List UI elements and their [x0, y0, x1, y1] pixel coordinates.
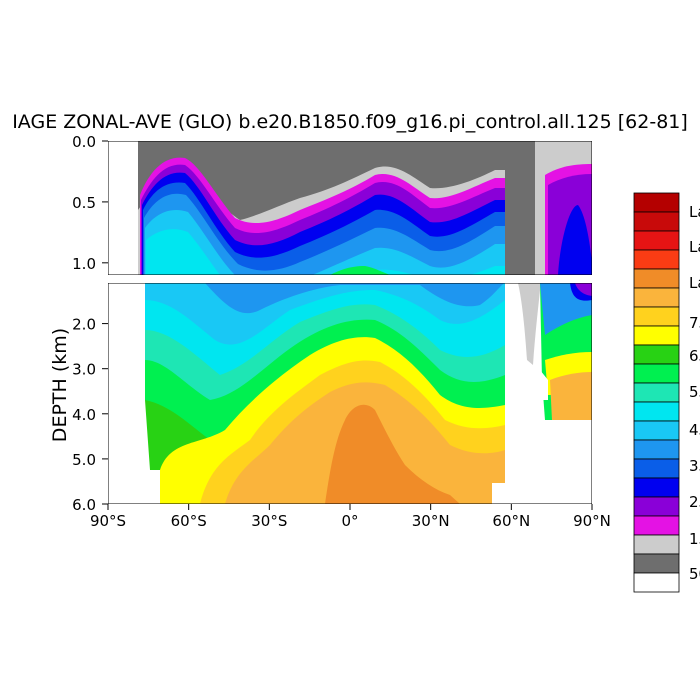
y-tick-label: 5.0: [72, 451, 96, 469]
upper-north-gap: [505, 141, 520, 275]
upper-cyan-band: [146, 229, 505, 275]
colorbar-swatch: [633, 458, 680, 479]
colorbar-swatch: [633, 477, 680, 498]
colorbar-label: 75: [689, 314, 700, 332]
colorbar-swatch: [633, 382, 680, 403]
colorbar-label: 35: [689, 457, 700, 475]
upper-contour-field: [108, 141, 592, 275]
lower-deep-orange-core: [325, 404, 460, 504]
colorbar-label: 15: [689, 530, 700, 548]
x-tick-label: 90°N: [573, 512, 611, 530]
y-tick-label: 0.0: [72, 133, 96, 151]
colorbar-swatch: [633, 363, 680, 384]
colorbar-swatch: [633, 515, 680, 536]
colorbar-swatch: [633, 325, 680, 346]
colorbar-swatch: [633, 268, 680, 289]
x-tick-label: 30°S: [251, 512, 287, 530]
colorbar-label: La: [689, 238, 700, 256]
colorbar-swatch: [633, 344, 680, 365]
lower-contour-field: [108, 283, 592, 504]
y-tick-label: 0.5: [72, 194, 96, 212]
colorbar-swatch: [633, 534, 680, 555]
colorbar-swatch: [633, 192, 680, 213]
colorbar-swatch: [633, 249, 680, 270]
colorbar-label: 50: [689, 565, 700, 583]
x-tick-label: 60°N: [492, 512, 530, 530]
y-tick-label: 2.0: [72, 316, 96, 334]
upper-sky-blue-band: [144, 193, 505, 275]
chart-title: IAGE ZONAL-AVE (GLO) b.e20.B1850.f09_g16…: [12, 111, 688, 133]
y-axis-label: DEPTH (km): [49, 328, 71, 442]
colorbar-swatch: [633, 401, 680, 422]
colorbar-label: La: [689, 203, 700, 221]
x-tick-label: 30°N: [412, 512, 450, 530]
colorbar-label: 25: [689, 493, 700, 511]
y-tick-label: 3.0: [72, 361, 96, 379]
colorbar-swatch: [633, 572, 680, 593]
colorbar-swatch: [633, 496, 680, 517]
y-tick-label: 6.0: [72, 496, 96, 514]
x-tick-label: 90°S: [90, 512, 126, 530]
lower-seafloor-mask: [108, 283, 160, 504]
colorbar-swatch: [633, 211, 680, 232]
colorbar-label: La: [689, 274, 700, 292]
colorbar-swatch: [633, 420, 680, 441]
x-tick-label: 0°: [341, 512, 358, 530]
y-tick-label: 4.0: [72, 406, 96, 424]
upper-y-ticks: 0.0 0.5 1.0: [72, 133, 108, 273]
upper-green-tip: [330, 266, 390, 275]
colorbar: La La La 75 65 55 45 35 25 15 50: [633, 192, 700, 593]
colorbar-swatch: [633, 230, 680, 251]
upper-arctic-blue: [558, 205, 592, 275]
x-tick-label: 60°S: [171, 512, 207, 530]
lower-north-seafloor-mask: [492, 365, 592, 504]
lower-north-trench: [518, 283, 540, 365]
upper-antarctic-land: [108, 141, 138, 275]
lower-sky-blue-band: [205, 283, 505, 314]
lower-y-ticks: 2.0 3.0 4.0 5.0 6.0: [72, 316, 108, 514]
colorbar-swatch: [633, 287, 680, 308]
lower-arctic-orange: [550, 372, 592, 420]
x-ticks: 90°S 60°S 30°S 0° 30°N 60°N 90°N: [90, 504, 611, 530]
colorbar-label: 55: [689, 383, 700, 401]
colorbar-label: 65: [689, 347, 700, 365]
lower-arctic-purple: [575, 283, 592, 296]
upper-light-blue-band: [145, 210, 505, 275]
colorbar-label: 45: [689, 421, 700, 439]
colorbar-swatch: [633, 439, 680, 460]
y-tick-label: 1.0: [72, 255, 96, 273]
colorbar-swatch: [633, 306, 680, 327]
colorbar-swatch: [633, 553, 680, 574]
